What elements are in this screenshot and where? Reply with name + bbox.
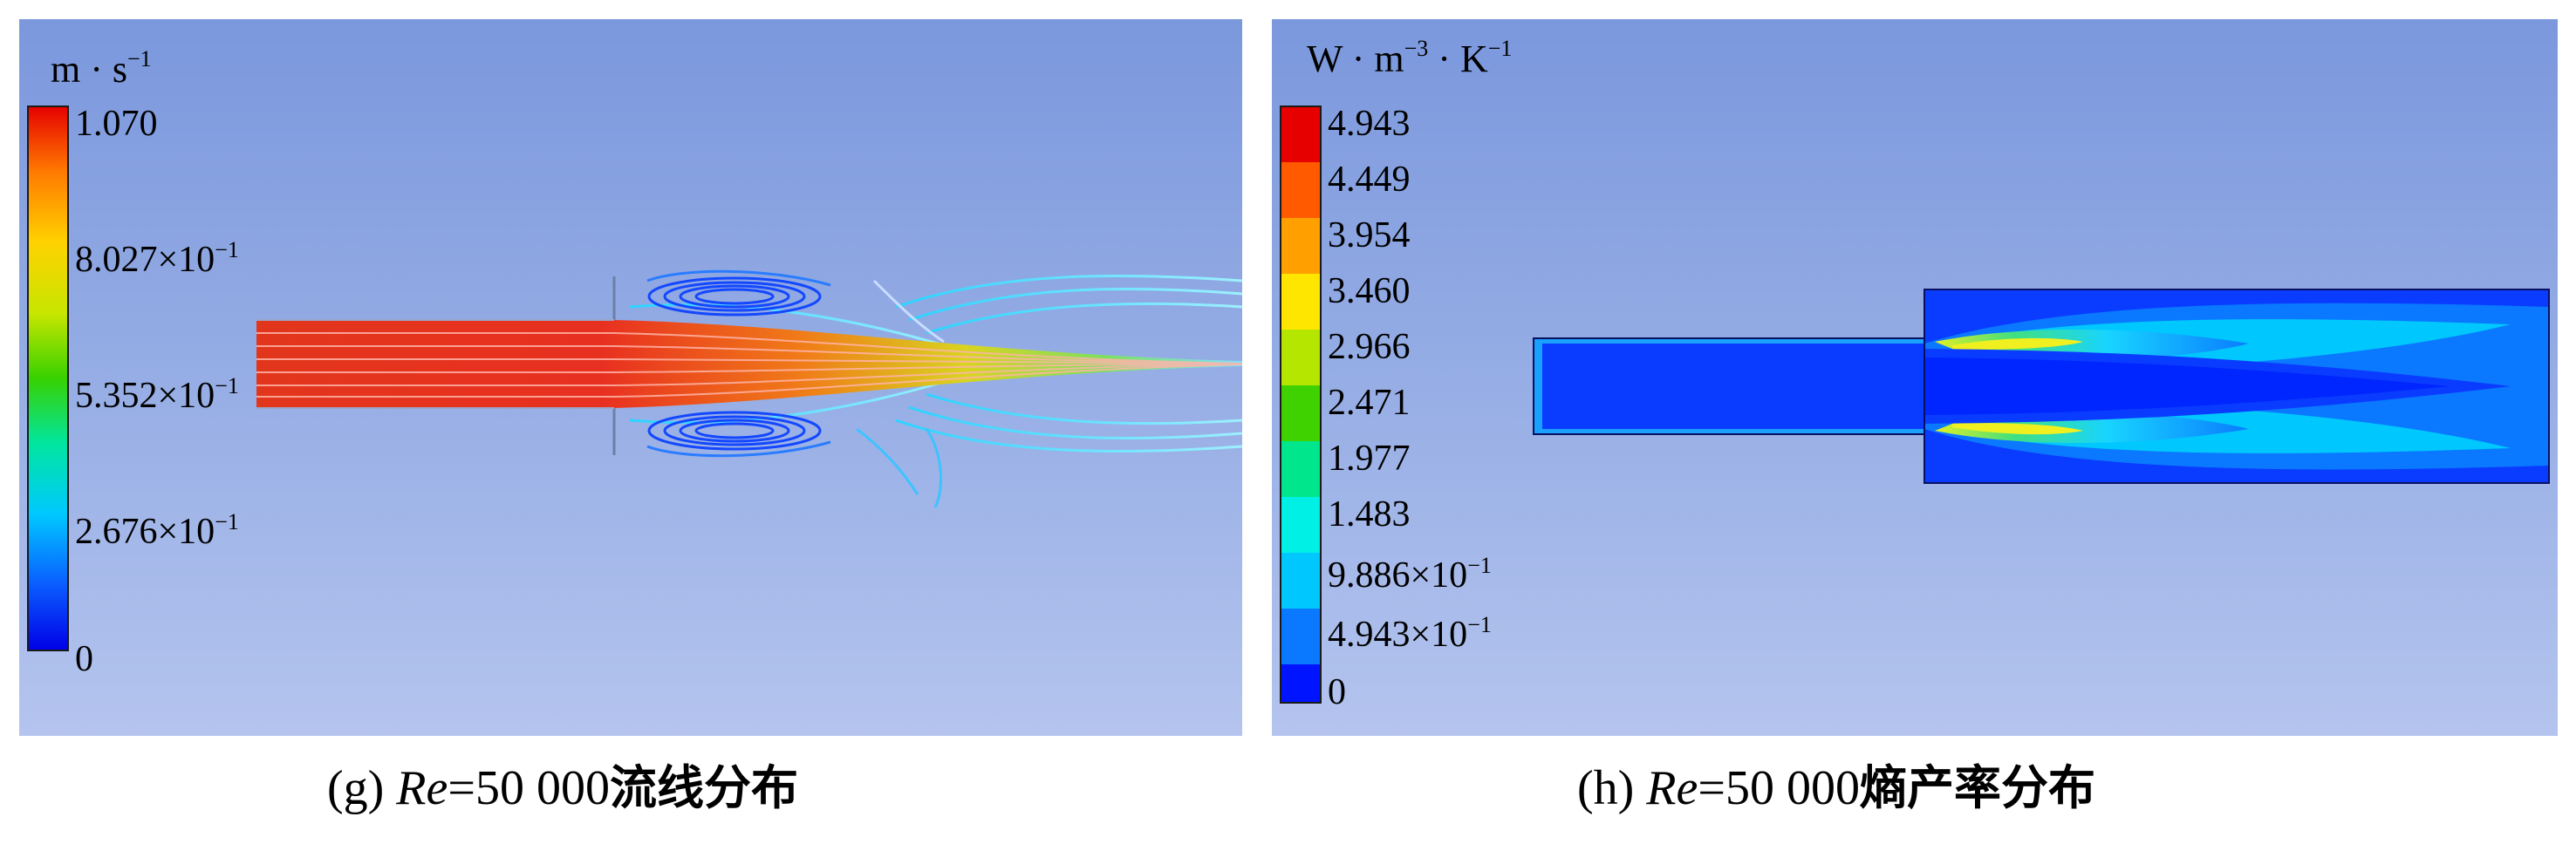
- entropy-tick-label: 3.460: [1328, 271, 1411, 311]
- streamline-panel: m · s−1 1.070 8.027×10−1 5.352×10−1 2.67…: [19, 19, 1242, 736]
- entropy-tick-label: 2.471: [1328, 383, 1411, 423]
- jet-streamlines: [256, 319, 1242, 409]
- entropy-tick-label: 2.966: [1328, 327, 1411, 367]
- entropy-tick-label: 1.483: [1328, 494, 1411, 534]
- entropy-tick-label: 3.954: [1328, 215, 1411, 255]
- entropy-tick-label: 1.977: [1328, 439, 1411, 479]
- streamline-plot: [27, 106, 1242, 651]
- velocity-tick-label: 8.027×10−1: [75, 237, 239, 280]
- outer-streamlines: [629, 274, 1242, 508]
- caption-h: (h) Re=50 000熵产率分布: [1577, 760, 2095, 815]
- entropy-tick-label: 4.449: [1328, 160, 1411, 200]
- velocity-tick-label: 2.676×10−1: [75, 509, 239, 552]
- upper-vortex: [646, 269, 831, 316]
- expanded-pipe: [1923, 289, 2550, 484]
- velocity-tick-label: 0: [75, 639, 93, 679]
- entropy-tick-label: 0: [1328, 672, 1346, 712]
- inlet-pipe: [1533, 337, 1925, 435]
- entropy-unit-label: W · m−3 · K−1: [1307, 36, 1513, 80]
- velocity-unit-label: m · s−1: [51, 46, 152, 91]
- caption-g: (g) Re=50 000流线分布: [327, 760, 798, 815]
- velocity-tick-label: 1.070: [75, 104, 158, 144]
- entropy-tick-label: 4.943: [1328, 104, 1411, 144]
- entropy-panel: W · m−3 · K−1 4.943 4.449 3.954 3.460 2.…: [1272, 19, 2558, 736]
- entropy-contour-plot: [1280, 106, 2550, 704]
- entropy-tick-label: 9.886×10−1: [1328, 553, 1492, 596]
- velocity-colorbar: [27, 106, 69, 651]
- velocity-tick-label: 5.352×10−1: [75, 373, 239, 416]
- lower-vortex: [646, 411, 831, 458]
- entropy-colorbar: [1280, 106, 1322, 704]
- entropy-tick-label: 4.943×10−1: [1328, 612, 1492, 655]
